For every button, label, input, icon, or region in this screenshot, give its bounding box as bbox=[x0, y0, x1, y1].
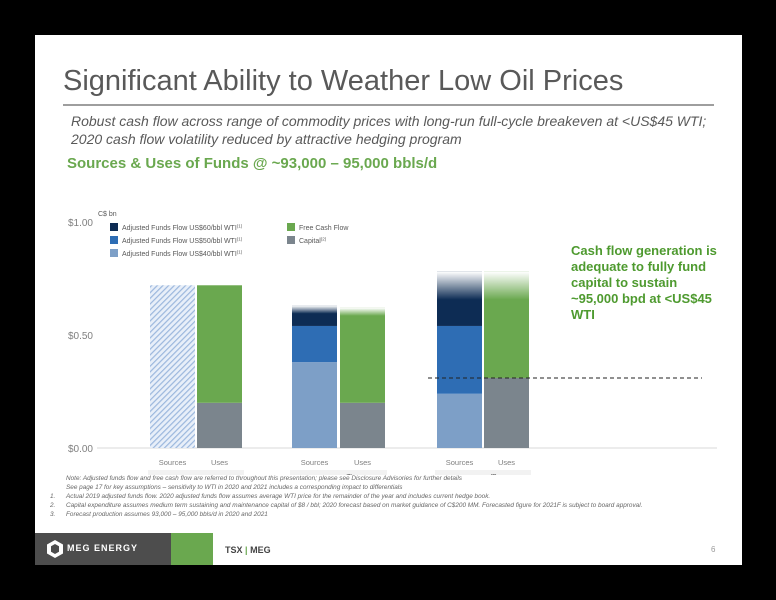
group-label: 2020F(3) bbox=[325, 474, 353, 475]
callout-text: Cash flow generation is adequate to full… bbox=[571, 243, 717, 322]
legend-label: Free Cash Flow bbox=[299, 225, 349, 232]
group-band bbox=[435, 470, 531, 475]
bar-segment-aff40 bbox=[437, 393, 482, 448]
footnote: Note: Adjusted funds flow and free cash … bbox=[66, 475, 462, 482]
bar-label: Sources bbox=[446, 458, 474, 467]
bar-label: Sources bbox=[159, 458, 187, 467]
legend-swatch-capital bbox=[287, 236, 295, 244]
bar-label: Uses bbox=[354, 458, 371, 467]
legend-swatch-aff40 bbox=[110, 249, 118, 257]
footnote: 2. Capital expenditure assumes medium ter… bbox=[50, 502, 643, 509]
chart-heading: Sources & Uses of Funds @ ~93,000 – 95,0… bbox=[67, 155, 438, 172]
group-band bbox=[290, 470, 387, 475]
bar-segment-capital bbox=[484, 377, 529, 448]
footnote: 3. Forecast production assumes 93,000 – 9… bbox=[50, 511, 268, 518]
ticker-label: TSX | MEG bbox=[225, 545, 271, 555]
bar-segment-fcf bbox=[340, 307, 385, 403]
bar-segment-capital bbox=[197, 402, 242, 448]
bar-fade bbox=[484, 271, 529, 300]
logo-text: MEG ENERGY bbox=[67, 543, 139, 553]
footer-bar: MEG ENERGY bbox=[35, 533, 742, 565]
group-band bbox=[148, 470, 244, 475]
page-number: 6 bbox=[711, 545, 716, 554]
group-label: 2019A bbox=[185, 474, 208, 475]
y-tick-label: $0.50 bbox=[68, 331, 93, 342]
bar-label: Sources bbox=[301, 458, 329, 467]
slide-subtitle: Robust cash flow across range of commodi… bbox=[71, 113, 707, 147]
legend-swatch-aff50 bbox=[110, 236, 118, 244]
company-logo: MEG ENERGY bbox=[35, 533, 171, 565]
bar-segment-aff50 bbox=[437, 325, 482, 394]
bar-segment-capital bbox=[340, 402, 385, 448]
unit-label: C$ bn bbox=[98, 211, 117, 218]
y-tick-label: $1.00 bbox=[68, 218, 93, 229]
sources-uses-chart: C$ bn $0.00 $0.50 $1.00 Adjusted Funds Flow… bbox=[68, 211, 717, 475]
slide: Significant Ability to Weather Low Oil P… bbox=[35, 35, 742, 565]
legend-label: Capital(2) bbox=[299, 237, 327, 246]
group-label: 2021F(3) bbox=[469, 474, 497, 475]
bar-label: Uses bbox=[211, 458, 228, 467]
bar-segment-aff50 bbox=[292, 325, 337, 363]
legend-swatch-fcf bbox=[287, 223, 295, 231]
logo-mark-icon bbox=[47, 540, 63, 558]
title-divider bbox=[63, 104, 714, 106]
legend-label: Adjusted Funds Flow US$40/bbl WTI(1) bbox=[122, 250, 243, 259]
bar-segment-aff40 bbox=[292, 362, 337, 448]
bar-fade bbox=[340, 307, 385, 316]
footnote: 1. Actual 2019 adjusted funds flow. 2020 … bbox=[50, 493, 491, 500]
bar-segment-fcf bbox=[197, 285, 242, 403]
bar-fade bbox=[292, 305, 337, 314]
bar-fade bbox=[437, 271, 482, 300]
legend-label: Adjusted Funds Flow US$60/bbl WTI(1) bbox=[122, 224, 243, 233]
slide-title: Significant Ability to Weather Low Oil P… bbox=[63, 65, 624, 97]
footer-accent bbox=[171, 533, 213, 565]
bar-segment-hatch bbox=[150, 285, 195, 448]
footnotes: Note: Adjusted funds flow and free cash … bbox=[50, 474, 730, 519]
legend-swatch-aff60 bbox=[110, 223, 118, 231]
y-tick-label: $0.00 bbox=[68, 444, 93, 455]
footnote: See page 17 for key assumptions – sensit… bbox=[66, 484, 403, 491]
bar-label: Uses bbox=[498, 458, 515, 467]
legend-label: Adjusted Funds Flow US$50/bbl WTI(1) bbox=[122, 237, 243, 246]
